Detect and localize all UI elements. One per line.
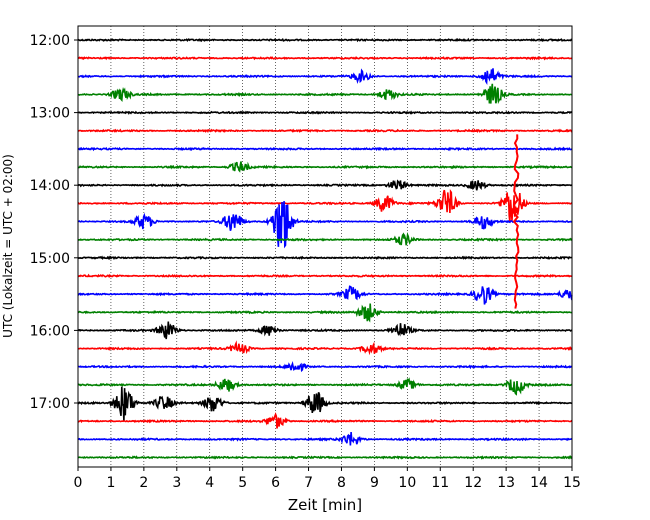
x-tick-label: 8 (337, 475, 346, 491)
x-axis-label: Zeit [min] (288, 496, 362, 514)
trace-line (77, 455, 573, 460)
plot-frame (77, 25, 573, 468)
trace-line (78, 377, 573, 396)
x-tick-label: 0 (74, 475, 83, 491)
trace-line (77, 321, 573, 340)
trace-line (77, 179, 572, 191)
trace-line (77, 110, 573, 115)
y-tick-label: 12:00 (30, 33, 70, 49)
trace-line (77, 37, 572, 43)
trace-line (77, 432, 573, 446)
seismogram-traces (77, 37, 573, 460)
trace-line (77, 361, 573, 373)
trace-line (77, 161, 572, 173)
x-tick-label: 9 (370, 475, 379, 491)
trace-line (77, 386, 573, 421)
x-tick-label: 14 (530, 475, 548, 491)
y-axis: 12:00 13:00 14:00 15:00 16:00 17:00 (30, 33, 78, 412)
trace-line (78, 55, 573, 61)
x-tick-label: 10 (398, 475, 416, 491)
y-tick-label: 17:00 (30, 396, 70, 412)
y-tick-label: 13:00 (30, 106, 70, 122)
trace-line (78, 303, 572, 323)
large-event-spike (512, 134, 520, 309)
y-tick-label: 14:00 (30, 178, 70, 194)
x-tick-label: 4 (205, 475, 214, 491)
x-tick-label: 6 (271, 475, 280, 491)
x-tick-label: 2 (139, 475, 148, 491)
trace-line (77, 273, 573, 279)
trace-line (77, 285, 573, 305)
x-tick-label: 5 (238, 475, 247, 491)
y-tick-label: 15:00 (30, 251, 70, 267)
x-tick-label: 15 (563, 475, 581, 491)
x-tick-label: 7 (304, 475, 313, 491)
trace-line (77, 231, 573, 246)
trace-line (78, 340, 573, 356)
trace-line (77, 128, 573, 134)
x-tick-label: 3 (172, 475, 181, 491)
trace-line (77, 83, 572, 105)
y-tick-label: 16:00 (30, 323, 70, 339)
x-tick-label: 13 (497, 475, 515, 491)
x-tick-label: 11 (431, 475, 449, 491)
x-tick-label: 1 (106, 475, 115, 491)
x-axis: 0 1 2 3 4 5 6 7 8 9 10 11 12 13 14 15 (74, 467, 581, 491)
y-axis-label: UTC (Lokalzeit = UTC + 02:00) (1, 154, 15, 338)
trace-line (77, 201, 573, 249)
trace-line (78, 68, 573, 86)
trace-line (77, 146, 573, 152)
trace-line (77, 412, 573, 429)
trace-line (77, 255, 573, 261)
trace-line (77, 188, 573, 223)
x-tick-label: 12 (464, 475, 482, 491)
